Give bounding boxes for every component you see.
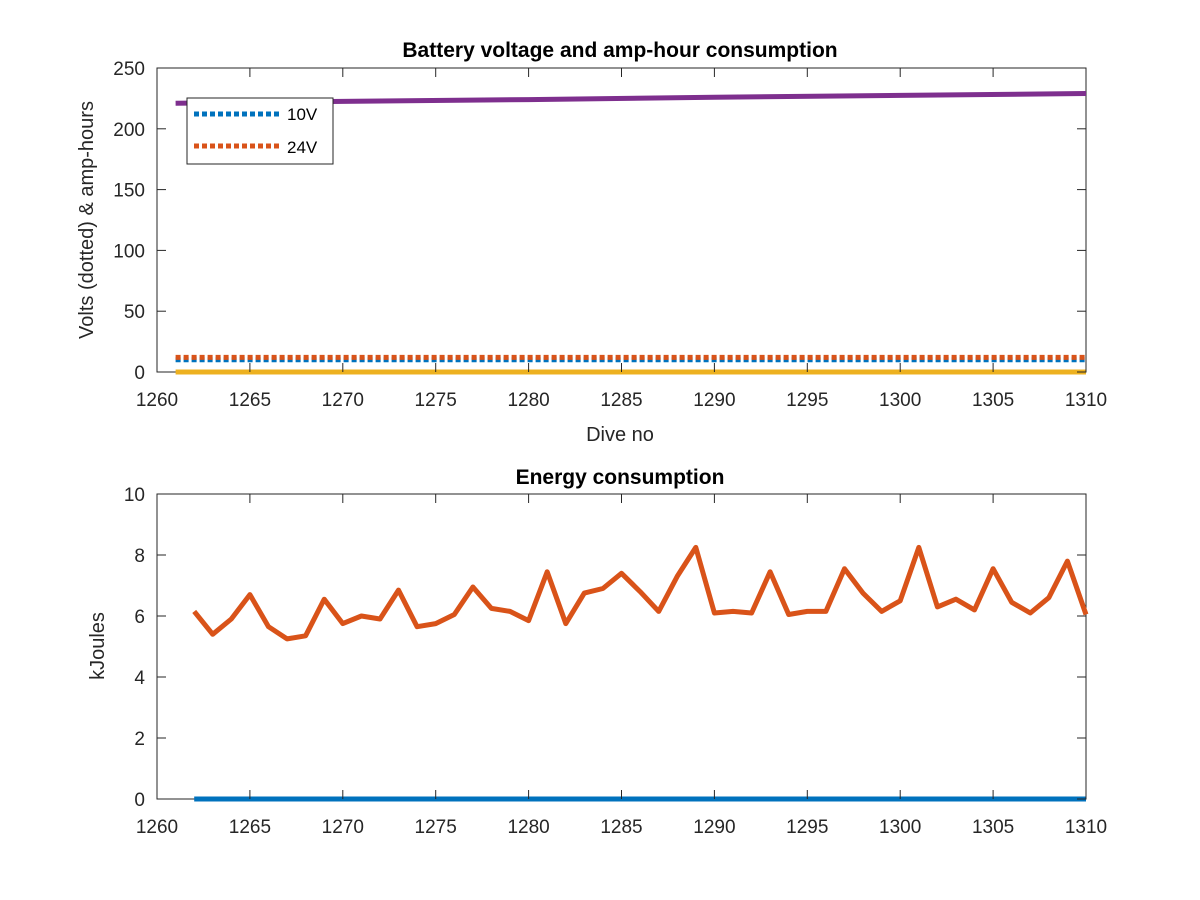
y-tick-label: 100 xyxy=(113,241,145,262)
x-tick-label: 1305 xyxy=(972,817,1014,838)
legend-label-24v: 24V xyxy=(287,138,318,157)
x-tick-label: 1285 xyxy=(600,390,642,411)
y-tick-label: 4 xyxy=(134,668,145,689)
x-tick-label: 1265 xyxy=(229,817,271,838)
y-tick-label: 8 xyxy=(134,546,145,567)
x-tick-label: 1260 xyxy=(136,390,178,411)
x-tick-label: 1300 xyxy=(879,817,921,838)
x-tick-label: 1305 xyxy=(972,390,1014,411)
energy-chart-title: Energy consumption xyxy=(516,466,725,489)
voltage-chart-y-axis-label: Volts (dotted) & amp-hours xyxy=(76,101,98,339)
y-tick-label: 250 xyxy=(113,59,145,80)
y-tick-label: 50 xyxy=(124,302,145,323)
x-tick-label: 1275 xyxy=(415,390,457,411)
x-tick-label: 1295 xyxy=(786,817,828,838)
voltage-chart-x-axis-label: Dive no xyxy=(586,424,654,446)
x-tick-label: 1280 xyxy=(507,817,549,838)
y-tick-label: 2 xyxy=(134,729,145,750)
y-tick-label: 200 xyxy=(113,120,145,141)
x-tick-label: 1270 xyxy=(322,390,364,411)
y-tick-label: 10 xyxy=(124,485,145,506)
x-tick-label: 1310 xyxy=(1065,817,1107,838)
x-tick-label: 1285 xyxy=(600,817,642,838)
x-tick-label: 1280 xyxy=(507,390,549,411)
energy-chart-ticks-layer: 1260 1265 1270 1275 1280 1285 1290 1295 1300 1305… xyxy=(124,485,1107,838)
x-tick-label: 1290 xyxy=(693,390,735,411)
energy-chart-panel: Energy consumption 1260 1265 1270 1275 1280 1… xyxy=(87,466,1107,838)
x-tick-label: 1310 xyxy=(1065,390,1107,411)
x-tick-label: 1265 xyxy=(229,390,271,411)
voltage-chart-ticks-layer: 1260 1265 1270 1275 1280 1285 1290 1295 1300 1305… xyxy=(113,59,1107,411)
x-tick-label: 1260 xyxy=(136,817,178,838)
y-tick-label: 0 xyxy=(134,363,145,384)
series-orange-line xyxy=(192,544,1089,642)
voltage-chart-panel: Battery voltage and amp-hour consumption… xyxy=(76,39,1107,446)
y-tick-label: 150 xyxy=(113,181,145,202)
x-tick-label: 1290 xyxy=(693,817,735,838)
x-tick-label: 1270 xyxy=(322,817,364,838)
y-tick-label: 0 xyxy=(134,790,145,811)
energy-chart-y-axis-label: kJoules xyxy=(87,612,109,680)
voltage-chart-title: Battery voltage and amp-hour consumption xyxy=(402,39,837,62)
y-tick-label: 6 xyxy=(134,607,145,628)
x-tick-label: 1295 xyxy=(786,390,828,411)
legend-box xyxy=(186,97,334,165)
x-tick-label: 1275 xyxy=(415,817,457,838)
voltage-chart-legend: 10V 24V xyxy=(186,97,334,165)
legend-label-10v: 10V xyxy=(287,105,318,124)
energy-chart-axes-box xyxy=(156,493,1087,800)
x-tick-label: 1300 xyxy=(879,390,921,411)
